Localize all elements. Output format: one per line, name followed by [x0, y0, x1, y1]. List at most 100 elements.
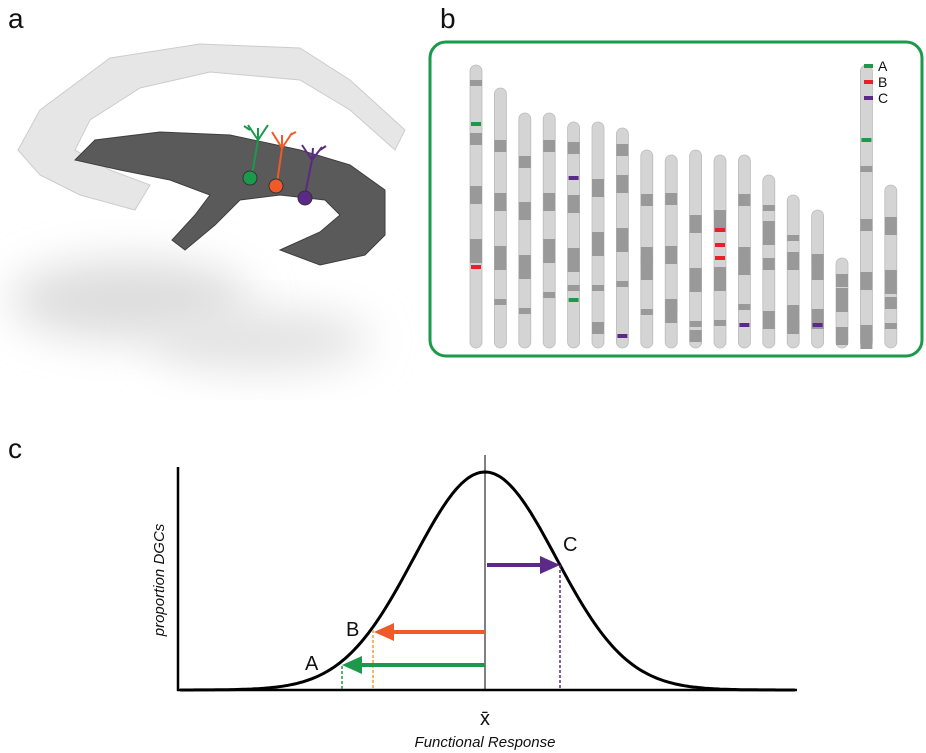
chromosome-part [714, 320, 726, 326]
chromosome-part [884, 270, 897, 294]
chromosome-part [665, 299, 678, 323]
chromosome-part [616, 228, 629, 252]
chromosome-part [494, 193, 507, 211]
chromosome-part [471, 122, 481, 126]
chromosome-part [762, 221, 775, 245]
chromosome-part [470, 133, 482, 145]
chromosome-part [836, 327, 848, 345]
chromosome-part [811, 254, 824, 266]
chromosome-part [738, 247, 751, 265]
chromosome-part [811, 309, 824, 315]
x-axis-label: Functional Response [415, 734, 556, 751]
chromosome-part [787, 252, 800, 270]
point-label: B [346, 619, 359, 641]
chromosome-part [762, 311, 775, 329]
chromosome-part [470, 186, 482, 204]
hippocampus [10, 43, 406, 370]
chromosome-part [860, 325, 873, 349]
legend: A B C [864, 58, 888, 106]
point-label: A [305, 653, 319, 675]
chromosome-part [762, 205, 775, 211]
chromosome-part [884, 323, 897, 329]
chromosome-part [640, 309, 653, 315]
chromosome-part [836, 288, 848, 312]
chromosome-part [689, 330, 702, 342]
chromosome-part [812, 323, 823, 327]
chromosome-part [689, 149, 702, 349]
chromosome-part [714, 210, 726, 222]
chromosome-part [471, 265, 481, 269]
chromosome-part [640, 247, 653, 265]
chromosome-part [543, 193, 556, 211]
panel-label: a [8, 3, 24, 34]
chromosome-part [567, 195, 580, 213]
chromosome-part [592, 179, 604, 197]
chromosome-part [860, 219, 873, 231]
chromosome-part [689, 215, 702, 233]
chromosome-part [616, 281, 629, 287]
chromosome-part [568, 298, 579, 302]
chromosome-part [665, 246, 678, 264]
chromosome-part [567, 285, 580, 291]
chromosome-part [469, 64, 483, 349]
chromosome-part [470, 80, 482, 86]
chromosome-part [860, 166, 873, 172]
panel-label: c [8, 433, 22, 464]
distribution-plot: A B C x̄ Functional Response proportion … [151, 455, 797, 751]
chromosome-part [568, 176, 579, 180]
chromosome-part [884, 297, 897, 309]
legend-label: A [878, 58, 888, 74]
chromosome-part [689, 268, 702, 292]
chromosome-part [860, 272, 873, 290]
chromosome-part [884, 217, 897, 235]
chromosome-part [518, 156, 531, 168]
chromosome-part [518, 308, 531, 314]
chromosome-part [493, 87, 507, 349]
chromosome-part [567, 248, 580, 272]
chromosome-part [861, 138, 872, 142]
chromosome-part [543, 292, 556, 298]
chromosome-part [787, 305, 800, 329]
chromosome-part [470, 239, 482, 263]
chromosome-part [689, 321, 702, 327]
chromosome-part [715, 243, 725, 247]
chromosome-part [714, 267, 726, 291]
chromosome-part [836, 274, 848, 286]
chromosome-part [518, 112, 532, 349]
chromosome-part [494, 140, 507, 152]
chromosome-part [494, 246, 507, 270]
chromosome-part [542, 112, 556, 349]
chromosome-part [567, 142, 580, 154]
chromosomes [469, 64, 898, 349]
chromosome-part [567, 121, 580, 349]
y-axis-label: proportion DGCs [151, 523, 168, 637]
chromosome-part [616, 144, 629, 156]
chromosome-part [738, 304, 751, 310]
mean-label: x̄ [480, 708, 490, 730]
chromosome-part [713, 154, 727, 349]
chromosome-part [494, 299, 507, 305]
chromosome-part [860, 64, 873, 349]
panel-label: b [440, 3, 456, 34]
chromosome-part [715, 256, 725, 260]
chromosome-part [518, 202, 531, 220]
chromosome-part [787, 235, 800, 241]
chromosome-part [592, 285, 604, 291]
legend-label: C [878, 90, 888, 106]
point-label: C [563, 534, 577, 556]
legend-label: B [878, 74, 887, 90]
chromosome-part [640, 194, 653, 206]
chromosome-part [762, 258, 775, 270]
chromosome-part [543, 239, 556, 263]
chromosome-part [617, 334, 628, 338]
chromosome-part [592, 322, 604, 334]
chromosome-part [518, 255, 531, 279]
chromosome-part [616, 175, 629, 193]
chromosome-part [592, 232, 604, 256]
chromosome-part [715, 228, 725, 232]
chromosome-part [739, 323, 750, 327]
chromosome-part [738, 194, 751, 206]
chromosome-part [665, 193, 678, 205]
chromosome-part [543, 140, 556, 152]
